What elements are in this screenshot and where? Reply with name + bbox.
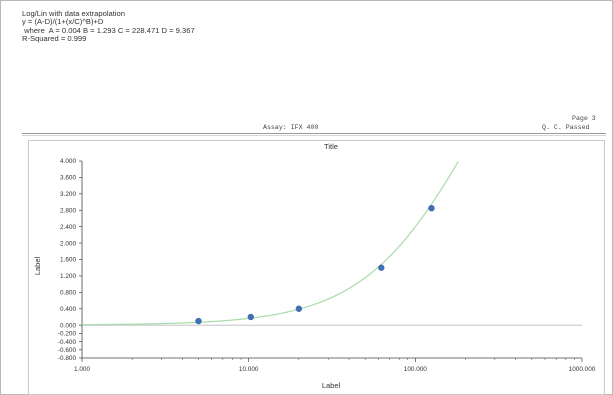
fit-summary: Log/Lin with data extrapolation y = (A-D… [22,9,195,43]
data-points [195,204,435,325]
y-axis-label: Label [33,256,42,275]
fit-curve [81,161,459,326]
y-tick-label: -0.600 [58,347,77,354]
x-tick-label: 100.000 [404,366,428,373]
y-tick-label: 0.800 [60,290,76,297]
y-tick-label: 3.600 [60,175,76,182]
fit-parameters-text: where A = 0.004 B = 1.293 C = 228.471 D … [22,25,195,35]
y-tick-label: 2.800 [60,207,76,214]
y-tick-label: 2.000 [60,240,76,247]
y-tick-label: 1.600 [60,257,76,264]
y-tick-label: 0.000 [60,322,76,329]
y-axis-ticks: -0.800-0.600-0.400-0.200 0.000 0.400 0.800 1… [58,158,82,362]
x-tick-label: 1000.000 [569,366,596,373]
x-axis-label: Label [322,381,341,390]
assay-name: Assay: IFX 400 [263,124,319,131]
y-tick-label: -0.200 [58,331,77,338]
data-point [247,313,255,321]
x-tick-label: 1.000 [74,366,90,373]
qc-status: Q. C. Passed [542,124,590,131]
header-divider [22,133,606,134]
y-tick-label: 1.200 [60,273,76,280]
page-number: Page 3 [572,115,596,122]
y-tick-label: 2.400 [60,224,76,231]
data-point [428,204,435,212]
y-tick-label: -0.400 [58,339,77,346]
r-squared-text: R-Squared = 0.999 [22,33,87,43]
y-tick-label: 3.200 [60,191,76,198]
fit-method-text: Log/Lin with data extrapolation [22,9,126,18]
fit-equation-text: y = (A-D)/(1+(x/C)^B)+D [22,17,104,27]
y-tick-label: 0.400 [60,306,76,313]
data-point [295,305,303,312]
x-axis-ticks: 1.000 10.000 100.000 1000.000 [74,358,596,373]
data-point [378,264,385,271]
chart-title: Title [324,142,338,151]
y-tick-label: -0.800 [58,355,77,362]
plot-panel [28,140,605,395]
header-divider-secondary [22,135,606,136]
y-tick-label: 4.000 [60,158,76,165]
x-tick-label: 10.000 [239,366,259,373]
data-point [195,317,202,325]
